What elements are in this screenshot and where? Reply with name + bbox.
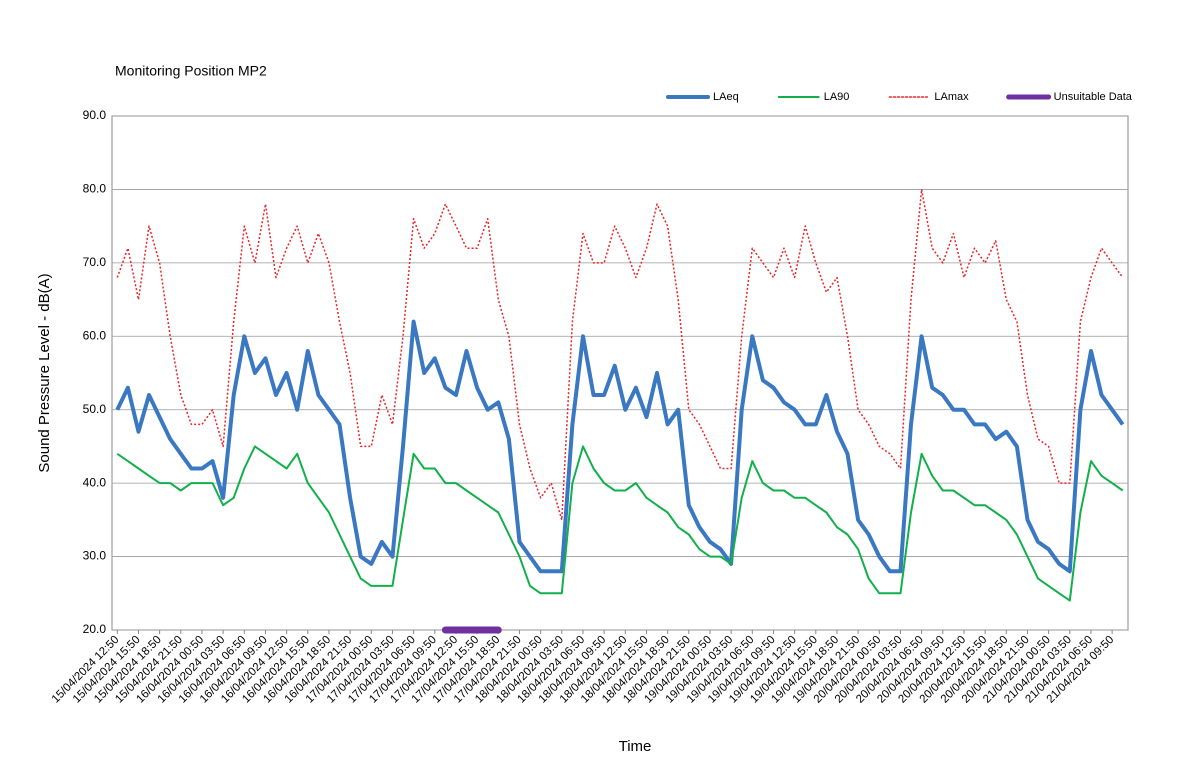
series-line [116, 445, 1124, 602]
legend-label: LA90 [824, 91, 850, 103]
legend-label: LAeq [713, 91, 739, 103]
y-axis-label: Sound Pressure Level - dB(A) [36, 273, 53, 472]
y-tick-label: 50.0 [83, 402, 107, 416]
y-tick-label: 90.0 [83, 108, 107, 122]
y-tick-label: 40.0 [83, 475, 107, 489]
series-line [115, 319, 1125, 574]
chart-title: Monitoring Position MP2 [115, 63, 267, 79]
legend-label: LAmax [934, 91, 969, 103]
y-tick-label: 60.0 [83, 328, 107, 342]
series-line [116, 188, 1124, 521]
y-tick-label: 70.0 [83, 255, 107, 269]
y-tick-label: 30.0 [83, 549, 107, 563]
plot-frame [111, 115, 1129, 631]
y-tick-label: 20.0 [83, 622, 107, 636]
y-tick-label: 80.0 [83, 182, 107, 196]
legend-label: Unsuitable Data [1054, 91, 1133, 103]
x-axis-label: Time [619, 738, 652, 755]
